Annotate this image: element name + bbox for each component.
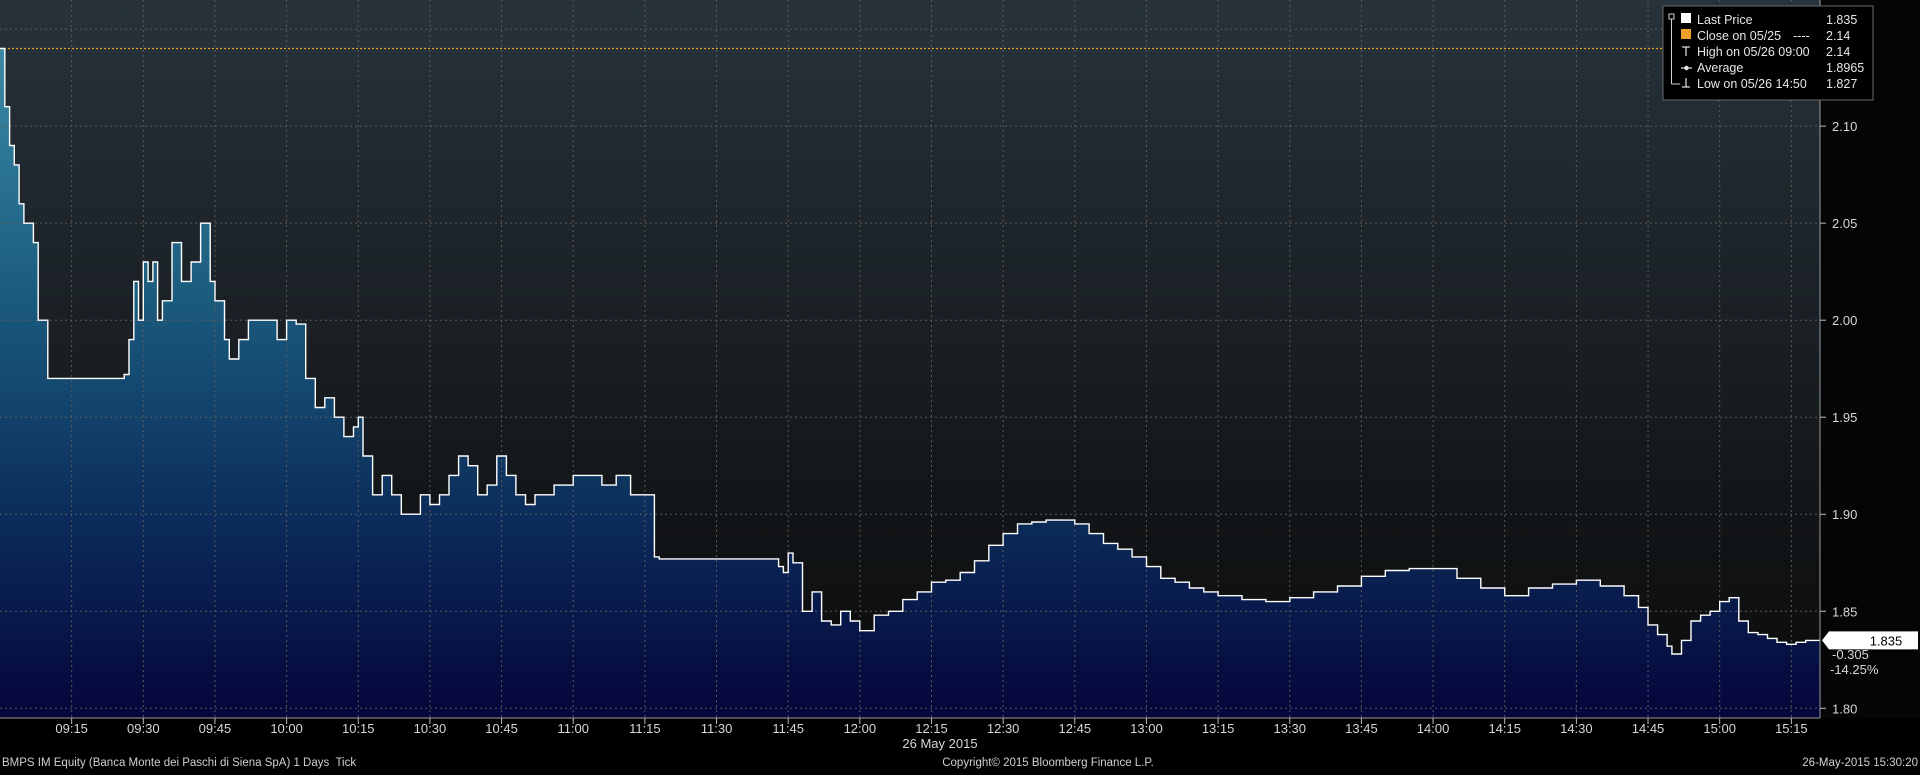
legend-marker-close xyxy=(1681,29,1691,39)
x-tick-label: 11:15 xyxy=(629,721,661,736)
legend-label-average: Average xyxy=(1697,61,1743,75)
x-tick-label: 12:15 xyxy=(915,721,948,736)
x-tick-label: 11:45 xyxy=(772,721,804,736)
right-labels: -0.305 -14.25% 1.835 xyxy=(1822,631,1918,677)
y-tick-label: 1.90 xyxy=(1832,507,1857,522)
footer-left: BMPS IM Equity (Banca Monte dei Paschi d… xyxy=(2,757,356,769)
legend-value-low: 1.827 xyxy=(1826,77,1857,91)
x-tick-label: 14:30 xyxy=(1560,721,1593,736)
x-tick-label: 12:00 xyxy=(844,721,877,736)
x-tick-label: 14:45 xyxy=(1632,721,1665,736)
legend-marker-last-price xyxy=(1681,13,1691,23)
legend-marker-high xyxy=(1682,46,1690,56)
footer-center: Copyright© 2015 Bloomberg Finance L.P. xyxy=(942,757,1154,769)
legend-marker-low xyxy=(1682,78,1690,88)
x-tick-label: 15:00 xyxy=(1703,721,1736,736)
x-tick-label: 09:45 xyxy=(199,721,232,736)
x-tick-label: 12:45 xyxy=(1059,721,1092,736)
x-tick-label: 10:00 xyxy=(270,721,303,736)
price-line-layer xyxy=(0,47,1820,655)
y-tick-label: 2.00 xyxy=(1832,313,1857,328)
price-area xyxy=(0,48,1820,718)
right-axis-background xyxy=(1820,0,1920,718)
axis-layer: 1.801.851.901.952.002.052.102.1509:1509:… xyxy=(0,0,1857,736)
y-tick-label: 1.85 xyxy=(1832,604,1857,619)
y-tick-label: 1.95 xyxy=(1832,410,1857,425)
y-tick-label: 1.80 xyxy=(1832,701,1857,716)
legend-label-high: High on 05/26 09:00 xyxy=(1697,45,1810,59)
legend-box xyxy=(1662,5,1874,101)
price-area-layer xyxy=(0,48,1820,718)
x-tick-label: 10:30 xyxy=(414,721,447,736)
x-date-label: 26 May 2015 xyxy=(902,736,977,751)
x-tick-label: 15:15 xyxy=(1775,721,1808,736)
legend-label-close: Close on 05/25 xyxy=(1697,29,1781,43)
change-value: -0.305 xyxy=(1832,647,1869,662)
x-tick-label: 12:30 xyxy=(987,721,1020,736)
x-tick-label: 13:45 xyxy=(1345,721,1378,736)
x-tick-label: 10:15 xyxy=(342,721,375,736)
legend-value-close: 2.14 xyxy=(1826,29,1850,43)
legend-bracket xyxy=(1668,13,1680,85)
x-tick-label: 14:00 xyxy=(1417,721,1450,736)
last-price-tag xyxy=(1822,631,1918,650)
legend-value-high: 2.14 xyxy=(1826,45,1850,59)
price-line xyxy=(0,47,1820,655)
x-tick-label: 09:15 xyxy=(55,721,88,736)
x-tick-label: 13:30 xyxy=(1273,721,1306,736)
y-tick-label: 2.10 xyxy=(1832,119,1857,134)
legend-dash-close: ---- xyxy=(1793,29,1810,43)
x-tick-label: 10:45 xyxy=(485,721,518,736)
legend-label-last-price: Last Price xyxy=(1697,13,1753,27)
legend: Last Price 1.835 Close on 05/25 ---- 2.1… xyxy=(1662,5,1874,101)
change-percent: -14.25% xyxy=(1830,662,1879,677)
grid-layer xyxy=(0,0,1820,718)
last-price-tag-label: 1.835 xyxy=(1870,633,1903,648)
footer-right: 26-May-2015 15:30:20 xyxy=(1802,757,1918,769)
x-tick-label: 14:15 xyxy=(1488,721,1521,736)
legend-label-low: Low on 05/26 14:50 xyxy=(1697,77,1807,91)
x-tick-label: 13:00 xyxy=(1130,721,1163,736)
x-tick-label: 13:15 xyxy=(1202,721,1235,736)
legend-marker-average xyxy=(1681,65,1692,71)
x-tick-label: 09:30 xyxy=(127,721,160,736)
legend-value-average: 1.8965 xyxy=(1826,61,1864,75)
x-tick-label: 11:00 xyxy=(557,721,589,736)
y-tick-label: 2.05 xyxy=(1832,216,1857,231)
x-tick-label: 11:30 xyxy=(701,721,733,736)
legend-value-last-price: 1.835 xyxy=(1826,13,1857,27)
